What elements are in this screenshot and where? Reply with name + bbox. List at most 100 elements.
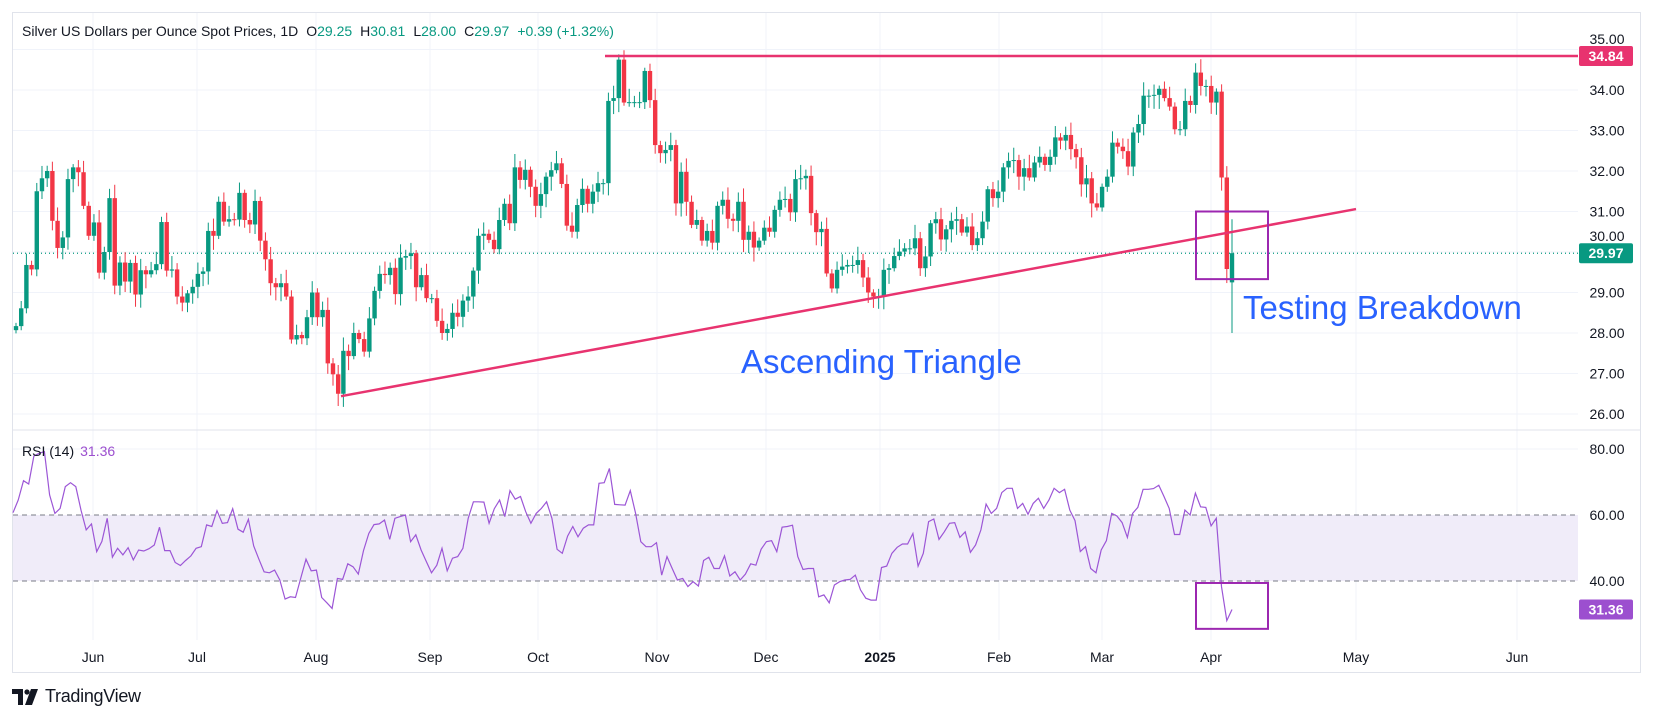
candle-body: [424, 275, 429, 299]
candle: [122, 252, 128, 293]
candle: [1151, 84, 1157, 109]
candle: [730, 213, 736, 232]
candle: [1136, 114, 1141, 143]
candle: [429, 293, 434, 304]
candle-body: [1125, 151, 1131, 167]
candle: [923, 246, 928, 277]
candle: [1105, 169, 1110, 192]
candle-body: [320, 309, 325, 318]
candle-body: [704, 230, 710, 241]
candle: [96, 210, 102, 279]
candle-body: [486, 233, 492, 240]
candle-body: [268, 259, 273, 284]
candle: [200, 267, 206, 287]
candle: [1058, 133, 1063, 150]
tradingview-logo[interactable]: TradingView: [12, 686, 141, 707]
tradingview-logo-icon: [12, 688, 38, 705]
candle-body: [741, 201, 746, 240]
candle: [81, 160, 86, 210]
candle-body: [1110, 142, 1115, 177]
candle-body: [912, 238, 918, 249]
candle-body: [13, 326, 19, 331]
candle: [788, 193, 793, 221]
candle: [575, 198, 580, 239]
candle: [715, 201, 720, 251]
candle: [273, 277, 279, 301]
candle: [1110, 131, 1115, 183]
candle-body: [1001, 167, 1006, 192]
candle-body: [398, 257, 403, 295]
candle-body: [803, 175, 809, 179]
candle: [486, 229, 492, 244]
candle: [803, 169, 809, 190]
candle-body: [24, 264, 29, 309]
candle: [434, 289, 440, 327]
candle: [1167, 86, 1172, 111]
candle-body: [611, 98, 616, 101]
candle: [55, 207, 60, 259]
candle-body: [616, 59, 622, 99]
candle: [1094, 193, 1100, 211]
candle: [668, 132, 673, 162]
candle: [840, 254, 845, 276]
candle: [699, 216, 705, 246]
candle-body: [1131, 132, 1136, 167]
candle-body: [60, 237, 65, 248]
candle-body: [1058, 137, 1063, 141]
candle: [912, 224, 918, 256]
time-axis-label: Nov: [645, 649, 670, 665]
candle: [554, 150, 559, 174]
candle: [564, 174, 570, 231]
candle: [767, 216, 772, 237]
candle: [1224, 166, 1230, 284]
candle: [1125, 138, 1131, 176]
candle: [533, 179, 538, 218]
candle: [502, 198, 507, 226]
candle: [907, 239, 913, 255]
rsi-value-badge-text: 31.36: [1588, 602, 1623, 618]
candle: [590, 184, 596, 214]
candle: [782, 186, 788, 208]
candle: [24, 253, 29, 314]
candle-body: [886, 268, 892, 270]
candle: [1183, 88, 1188, 137]
candle: [980, 211, 985, 246]
candle-body: [923, 256, 928, 269]
candle: [190, 279, 195, 304]
candle: [1068, 122, 1074, 160]
candle-body: [772, 209, 777, 232]
price-axis-label: 29.00: [1589, 285, 1624, 301]
candle-body: [185, 293, 190, 303]
candle: [304, 309, 310, 346]
price-axis-label: 27.00: [1589, 366, 1624, 382]
candle: [943, 225, 949, 252]
candle: [408, 242, 414, 270]
candle-body: [335, 374, 341, 394]
candle: [1011, 147, 1016, 174]
candle: [975, 231, 980, 252]
candle: [1141, 82, 1146, 136]
candle-body: [814, 213, 819, 233]
candle: [367, 307, 372, 358]
candle-body: [481, 233, 486, 236]
candle-body: [102, 252, 107, 273]
candle-body: [559, 163, 564, 184]
candle: [169, 256, 175, 278]
candle: [1099, 183, 1105, 212]
candle: [1157, 85, 1162, 109]
candle-body: [1183, 100, 1188, 130]
candle-body: [949, 220, 954, 230]
candle: [1209, 75, 1214, 114]
candle: [663, 141, 668, 164]
candle: [824, 217, 829, 277]
candle: [611, 85, 616, 115]
candle-body: [725, 199, 731, 219]
candle-body: [471, 270, 476, 297]
candle-body: [533, 186, 538, 206]
candle: [881, 258, 887, 310]
candle-body: [918, 238, 923, 269]
candle: [1193, 63, 1198, 114]
candle-body: [122, 262, 128, 282]
candle: [538, 182, 544, 219]
